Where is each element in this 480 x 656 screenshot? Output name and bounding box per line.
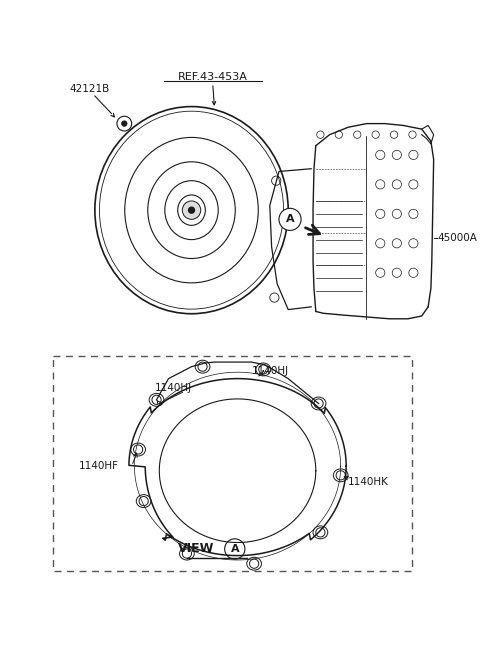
Text: A: A [230,544,239,554]
Text: 1140HJ: 1140HJ [155,383,192,393]
Text: 42121B: 42121B [69,83,109,94]
Bar [53,356,412,571]
Circle shape [121,121,127,127]
Text: 1140HK: 1140HK [348,477,389,487]
Text: A: A [286,215,294,224]
Circle shape [279,209,301,230]
Text: 1140HJ: 1140HJ [252,366,288,377]
Text: 45000A: 45000A [437,233,477,243]
Text: VIEW: VIEW [178,543,215,556]
Circle shape [188,207,195,214]
Circle shape [225,539,245,559]
Circle shape [182,201,201,219]
Text: 1140HF: 1140HF [79,461,119,471]
Text: REF.43-453A: REF.43-453A [178,72,248,81]
